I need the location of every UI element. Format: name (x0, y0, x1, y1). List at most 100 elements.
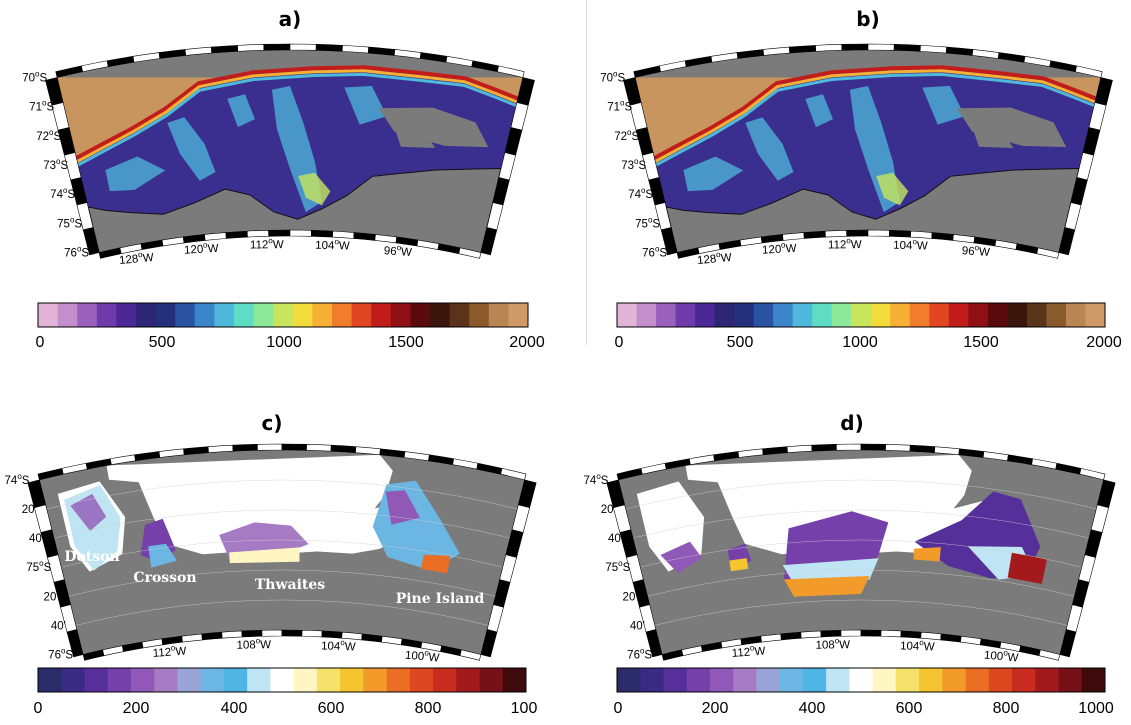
colorbar-swatch (919, 668, 943, 692)
colorbar-swatch (1035, 668, 1059, 692)
longitude-labels: 112oW 108oW 104oW 100oW (152, 636, 440, 664)
colorbar-swatch (988, 668, 1013, 692)
latitude-label: 76oS (627, 646, 652, 661)
colorbar-swatch (1085, 303, 1106, 327)
colorbar-swatch (695, 303, 715, 327)
latitude-label: 73oS (621, 157, 646, 172)
frame-segment (1059, 629, 1077, 658)
frame-segment (207, 444, 234, 454)
colorbar-tick: 2000 (509, 334, 545, 351)
colorbar-swatch (617, 303, 637, 327)
frame-segment (786, 444, 813, 454)
frame-segment (1079, 467, 1106, 481)
colorbar-swatch (38, 303, 58, 327)
panel-c-label: c) (262, 411, 283, 435)
grid-line (46, 479, 518, 510)
colorbar-swatch (849, 668, 874, 692)
ocean-hotspot (876, 172, 909, 206)
latitude-label: 72oS (614, 128, 639, 143)
colorbar-swatch (929, 303, 950, 327)
frame-segment (880, 629, 902, 638)
place-name-dotson: Dotson (64, 549, 119, 565)
frame-segment (824, 229, 848, 238)
panel-b-map: 70oS 71oS 72oS 73oS 74oS 75oS 76oS 128oW 120oW 11… (600, 43, 1113, 267)
shelf-break-cyan (77, 72, 517, 167)
longitude-label: 128oW (696, 249, 732, 267)
colorbar-swatch (1058, 668, 1083, 692)
colorbar-swatch (177, 668, 202, 692)
grid-line (654, 599, 1068, 626)
colorbar-swatch (756, 668, 781, 692)
ice-shelf-crosson-edge (148, 543, 177, 568)
panel-d: d) 74oS 20' 40' 75oS 20' 40' 76oS 112oW 108oW 104… (584, 411, 1116, 717)
panel-d-label: d) (840, 411, 863, 435)
colorbar-tick: 500 (149, 334, 176, 351)
colorbar-tick: 800 (415, 700, 442, 717)
colorbar-tick: 0 (34, 700, 43, 717)
colorbar-swatch (136, 303, 156, 327)
colorbar-swatch (61, 668, 85, 692)
frame-segment (321, 630, 343, 639)
grid-line (640, 539, 1082, 568)
latitude-labels: 70oS 71oS 72oS 73oS 74oS 75oS 76oS (22, 69, 89, 259)
colorbar-swatch (433, 668, 457, 692)
longitude-label: 112oW (250, 236, 284, 251)
colorbar-tick: 1000 (842, 334, 878, 351)
frame-segment (232, 443, 258, 452)
colorbar-swatch (779, 668, 804, 692)
frame-segment (310, 229, 334, 238)
longitude-label: 104oW (893, 237, 928, 253)
frame-segment (815, 44, 843, 52)
colorbar-swatch (826, 668, 850, 692)
panel-c-place-names: Dotson Crosson Thwaites Pine Island (64, 549, 484, 607)
colorbar-swatch (409, 668, 434, 692)
map-body (57, 50, 523, 253)
latitude-label: 76oS (48, 646, 73, 661)
frame-segment (480, 629, 498, 658)
colorbar-tick: 200 (123, 700, 150, 717)
longitude-label: 120oW (184, 240, 219, 257)
map-frame (606, 443, 1116, 661)
map-body (635, 49, 1101, 253)
open-water (106, 454, 411, 555)
frame-segment (800, 630, 822, 639)
ocean-trough (745, 117, 794, 181)
colorbar-swatch (1046, 303, 1067, 327)
colorbar-swatch (155, 303, 176, 327)
colorbar-swatch (247, 668, 271, 692)
colorbar-swatch (316, 668, 341, 692)
colorbar-swatch (410, 303, 431, 327)
latitude-label: 20' (623, 591, 638, 603)
panel-d-colorbar-ticks: 0 200 400 600 800 1000 (614, 700, 1114, 717)
frame-segment (306, 443, 332, 452)
latitude-label: 74oS (5, 472, 30, 487)
longitude-label: 112oW (828, 236, 862, 251)
latitude-label: 75oS (605, 559, 630, 574)
longitude-label: 96oW (383, 242, 412, 259)
colorbar-swatch (253, 303, 274, 327)
colorbar-swatch (312, 303, 333, 327)
latitude-label: 76oS (642, 245, 667, 260)
colorbar-swatch (617, 668, 641, 692)
colorbar-swatch (895, 668, 920, 692)
place-name-crosson: Crosson (133, 570, 196, 586)
frame-segment (246, 229, 270, 238)
grid-line (61, 539, 503, 568)
ocean-trough (344, 85, 387, 125)
colorbar-swatch (96, 303, 117, 327)
shelf-break-yellow (654, 69, 1096, 163)
colorbar-swatch (194, 303, 215, 327)
panel-c-colorbar-ticks: 0 200 400 600 800 100 (34, 700, 538, 717)
latitude-label: 20' (44, 591, 59, 603)
colorbar-tick: 0 (615, 334, 624, 351)
colorbar-swatch (223, 668, 248, 692)
frame-segment (803, 230, 826, 239)
frame-segment (836, 443, 862, 451)
frame-segment (497, 65, 525, 78)
colorbar-swatch (469, 303, 490, 327)
latitude-label: 70oS (22, 69, 47, 84)
grid-line (632, 509, 1090, 539)
